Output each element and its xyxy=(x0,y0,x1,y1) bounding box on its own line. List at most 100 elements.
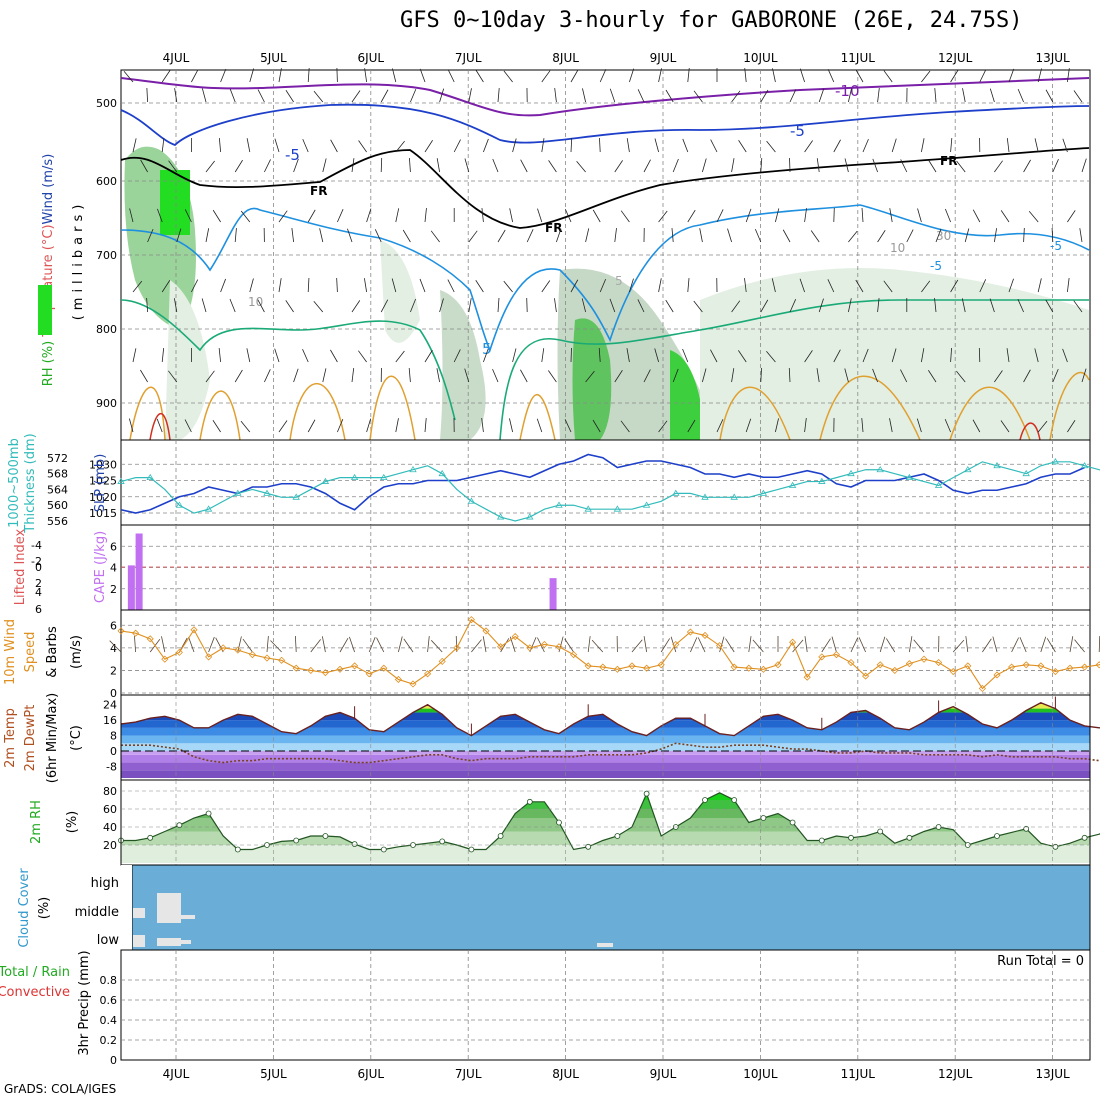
rh-shade-1 xyxy=(160,170,190,235)
wind10-point xyxy=(701,631,709,640)
wind-barb xyxy=(827,69,835,83)
wind10-point xyxy=(935,658,943,667)
wind10-barb xyxy=(1019,637,1027,653)
contour-label-10: 10 xyxy=(248,295,263,309)
wind10-point xyxy=(1022,661,1030,669)
wind-barb xyxy=(249,68,255,83)
temp-band-7 xyxy=(121,720,1090,728)
wind-barb xyxy=(201,88,207,103)
wind-barb xyxy=(366,208,372,223)
wind-barb xyxy=(934,298,937,313)
wind10-barb xyxy=(885,638,896,653)
wind10-point xyxy=(540,640,548,649)
wind-barb xyxy=(620,210,630,223)
slp-ytick-1030: 1030 xyxy=(89,458,117,471)
wind10-point xyxy=(175,648,183,656)
wind10-point xyxy=(657,661,665,669)
wind-barb xyxy=(264,369,271,383)
cape-ytick-2: 2 xyxy=(110,583,117,596)
wind10-point xyxy=(803,673,811,681)
wind-barb xyxy=(322,368,327,383)
rh-point xyxy=(380,846,387,853)
wind10-barb xyxy=(242,638,253,653)
wind-barb xyxy=(220,68,227,83)
wind-barb xyxy=(337,418,344,433)
wind-barb xyxy=(234,369,243,383)
thickness-point xyxy=(175,501,184,508)
wind-barb xyxy=(671,228,674,243)
wind10-barb xyxy=(831,636,837,653)
wind10-point xyxy=(555,643,563,651)
wind-barb xyxy=(760,367,762,383)
wind-barb xyxy=(775,418,779,433)
cape-bar-2 xyxy=(549,578,557,610)
date-top-9JUL: 9JUL xyxy=(650,51,677,65)
wind-barb xyxy=(351,300,361,313)
upper-ytick-900: 900 xyxy=(96,397,117,410)
wind-barb xyxy=(883,70,893,83)
wind-barb xyxy=(614,228,617,243)
wind10-point xyxy=(920,655,928,663)
thickness-point xyxy=(380,473,388,481)
wind-barb xyxy=(358,140,367,153)
chart-title: GFS 0~10day 3-hourly for GABORONE (26E, … xyxy=(400,8,1023,33)
wind10-barb xyxy=(913,639,925,653)
wind-barb xyxy=(285,90,294,103)
wind-barb xyxy=(468,298,472,313)
wind-barb xyxy=(972,209,981,223)
wind10-barb xyxy=(752,639,764,653)
wind-barb xyxy=(1045,89,1054,103)
temp2m-label-3: (°C) xyxy=(69,725,84,751)
wind-barb xyxy=(274,138,280,153)
wind10-label-2: & Barbs xyxy=(45,626,60,678)
wind10-point xyxy=(205,653,213,661)
wind-barb xyxy=(319,228,324,243)
date-top-8JUL: 8JUL xyxy=(552,51,579,65)
wind-barb xyxy=(492,368,499,383)
precip-ytick-0.8: 0.8 xyxy=(100,974,118,987)
wind-barb xyxy=(536,418,543,433)
thickness-point xyxy=(467,497,476,504)
rh-ytick-60: 60 xyxy=(103,803,117,816)
wind-barb xyxy=(877,88,880,103)
date-bottom-5JUL: 5JUL xyxy=(260,1067,287,1081)
wind-barb xyxy=(1062,138,1068,153)
date-bottom-13JUL: 13JUL xyxy=(1035,1067,1070,1081)
wind-barb xyxy=(453,349,461,363)
thickness-point xyxy=(934,481,943,488)
wind-barb xyxy=(665,89,674,103)
temp-ytick-0: 0 xyxy=(110,745,117,758)
wind-barb xyxy=(168,370,178,383)
wind-barb xyxy=(989,298,995,313)
isotherm-6 xyxy=(149,413,1041,441)
wind-barb xyxy=(760,89,769,103)
rh-point xyxy=(1023,825,1030,832)
contour-label-11: 10 xyxy=(890,241,905,255)
wind-barb xyxy=(351,368,355,383)
wind-barb xyxy=(447,279,455,293)
wind-barb xyxy=(827,279,835,293)
wind-barb xyxy=(855,69,864,83)
wind10-point xyxy=(132,629,140,637)
rh-ytick-80: 80 xyxy=(103,785,117,798)
wind-barb xyxy=(862,348,869,363)
wind10-point xyxy=(847,658,855,667)
wind10-barb xyxy=(564,638,574,653)
temp-band-10 xyxy=(121,702,1090,709)
wind10-point xyxy=(467,616,475,624)
li-ytick: 6 xyxy=(35,603,42,616)
thickness-label-2: Thickness (dm) xyxy=(23,433,38,533)
thickness-point xyxy=(146,473,154,481)
wind-barb xyxy=(146,298,148,313)
rh-bands xyxy=(121,792,1090,863)
wind10-point xyxy=(818,653,826,661)
dewpt-line xyxy=(121,742,1100,764)
wind-barb xyxy=(205,228,210,243)
thickness-point xyxy=(409,465,417,473)
wind-barb xyxy=(436,368,440,383)
wind10-point xyxy=(730,663,738,671)
contour-label-7: -5 xyxy=(1050,239,1062,253)
wind-barb xyxy=(439,298,444,313)
wind10-point xyxy=(190,626,198,634)
wind-barb xyxy=(447,69,455,83)
